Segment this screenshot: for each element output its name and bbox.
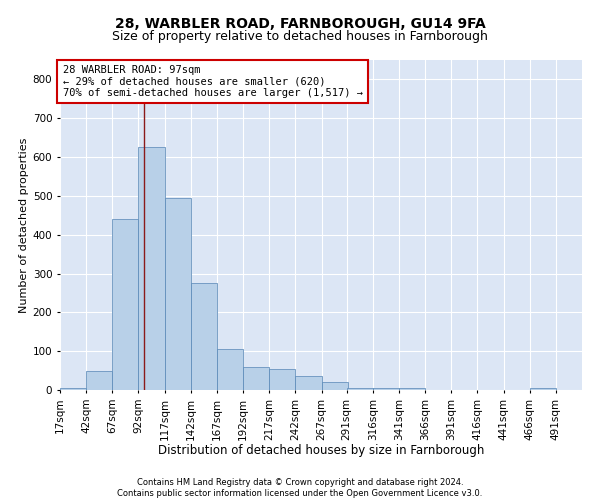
Text: 28 WARBLER ROAD: 97sqm
← 29% of detached houses are smaller (620)
70% of semi-de: 28 WARBLER ROAD: 97sqm ← 29% of detached… [62, 65, 362, 98]
Bar [322, 382, 347, 390]
Y-axis label: Number of detached properties: Number of detached properties [19, 138, 29, 312]
Bar [399, 388, 425, 390]
Bar [347, 388, 373, 390]
Bar [243, 366, 269, 390]
Bar [373, 388, 399, 390]
Bar [217, 349, 243, 390]
Bar [60, 388, 86, 390]
Bar [295, 376, 322, 390]
Bar [112, 219, 139, 390]
Bar [86, 370, 112, 390]
Text: Contains HM Land Registry data © Crown copyright and database right 2024.
Contai: Contains HM Land Registry data © Crown c… [118, 478, 482, 498]
Text: 28, WARBLER ROAD, FARNBOROUGH, GU14 9FA: 28, WARBLER ROAD, FARNBOROUGH, GU14 9FA [115, 18, 485, 32]
X-axis label: Distribution of detached houses by size in Farnborough: Distribution of detached houses by size … [158, 444, 484, 457]
Bar [269, 368, 295, 390]
Bar [191, 283, 217, 390]
Bar [530, 388, 556, 390]
Text: Size of property relative to detached houses in Farnborough: Size of property relative to detached ho… [112, 30, 488, 43]
Bar [139, 148, 164, 390]
Bar [164, 198, 191, 390]
